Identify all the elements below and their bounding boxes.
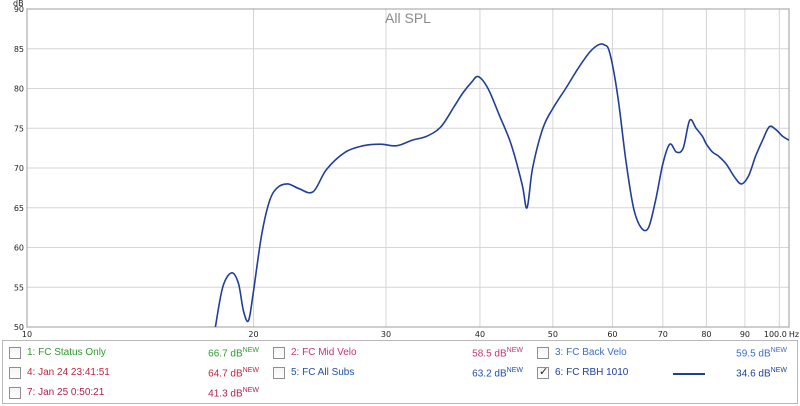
legend-item-4[interactable]: 4: Jan 24 23:41:51 64.7 dBNEW: [3, 363, 265, 383]
chart-title: All SPL: [385, 10, 431, 26]
legend-checkbox[interactable]: [537, 347, 549, 359]
legend-row: 4: Jan 24 23:41:51 64.7 dBNEW 5: FC All …: [3, 363, 797, 383]
legend-value: 59.5 dBNEW: [736, 347, 787, 360]
x-tick-label: 50: [548, 330, 558, 339]
x-tick-label: 20: [248, 330, 258, 339]
y-unit-label: dB: [13, 0, 24, 8]
legend-label: 1: FC Status Only: [27, 347, 106, 358]
legend-label: 3: FC Back Velo: [555, 347, 627, 358]
legend-label: 2: FC Mid Velo: [291, 347, 357, 358]
y-tick-label: 60: [14, 244, 24, 253]
legend-checkbox[interactable]: [9, 347, 21, 359]
legend-checkbox[interactable]: [273, 367, 285, 379]
y-tick-label: 80: [14, 85, 24, 94]
x-tick-label: 40: [475, 330, 485, 339]
chart-area: 10 20 30 40 50 60 70 80 90 100.0 Hz 50 55 60 65 70 75 80 8…: [13, 0, 799, 339]
y-tick-label: 85: [14, 45, 24, 54]
legend-item-5[interactable]: 5: FC All Subs 63.2 dBNEW: [267, 363, 529, 383]
legend-checkbox[interactable]: [537, 365, 549, 379]
legend-item-2[interactable]: 2: FC Mid Velo 58.5 dBNEW: [267, 343, 529, 363]
y-tick-label: 90: [14, 5, 24, 14]
series-line: [214, 43, 789, 327]
legend-checkbox[interactable]: [9, 387, 21, 399]
legend-item-1[interactable]: 1: FC Status Only 66.7 dBNEW: [3, 343, 265, 363]
y-tick-label: 55: [14, 283, 24, 292]
x-tick-label: 70: [658, 330, 668, 339]
legend-item-7[interactable]: 7: Jan 25 0:50:21 41.3 dBNEW: [3, 383, 265, 403]
legend-item-3[interactable]: 3: FC Back Velo 59.5 dBNEW: [531, 343, 793, 363]
x-tick-label: 60: [607, 330, 617, 339]
legend-value: 34.6 dBNEW: [736, 367, 787, 380]
legend-panel: 1: FC Status Only 66.7 dBNEW 2: FC Mid V…: [2, 340, 798, 404]
x-tick-label: 80: [701, 330, 711, 339]
plot-border: [26, 8, 790, 328]
legend-row: 1: FC Status Only 66.7 dBNEW 2: FC Mid V…: [3, 343, 797, 363]
y-tick-label: 75: [14, 124, 24, 133]
legend-checkbox[interactable]: [9, 367, 21, 379]
legend-value: 66.7 dBNEW: [208, 347, 259, 360]
x-tick-label: 100.0: [764, 330, 787, 339]
legend-line-swatch: [673, 373, 705, 375]
y-tick-label: 70: [14, 164, 24, 173]
y-tick-label: 65: [14, 204, 24, 213]
x-tick-label: 30: [381, 330, 391, 339]
legend-label: 7: Jan 25 0:50:21: [27, 387, 105, 398]
x-unit-label: Hz: [789, 330, 799, 339]
x-tick-label: 10: [22, 330, 32, 339]
legend-row: 7: Jan 25 0:50:21 41.3 dBNEW: [3, 383, 797, 403]
legend-value: 41.3 dBNEW: [208, 387, 259, 400]
legend-value: 63.2 dBNEW: [472, 367, 523, 380]
legend-value: 64.7 dBNEW: [208, 367, 259, 380]
spl-chart: 10 20 30 40 50 60 70 80 90 100.0 Hz 50 55 60 65 70 75 80 8…: [13, 0, 799, 339]
legend-value: 58.5 dBNEW: [472, 347, 523, 360]
legend-item-6[interactable]: 6: FC RBH 1010 34.6 dBNEW: [531, 363, 793, 383]
y-tick-label: 50: [14, 323, 24, 332]
legend-label: 4: Jan 24 23:41:51: [27, 367, 110, 378]
x-tick-label: 90: [740, 330, 750, 339]
legend-label: 5: FC All Subs: [291, 367, 355, 378]
legend-label: 6: FC RBH 1010: [555, 367, 629, 378]
legend-checkbox[interactable]: [273, 347, 285, 359]
